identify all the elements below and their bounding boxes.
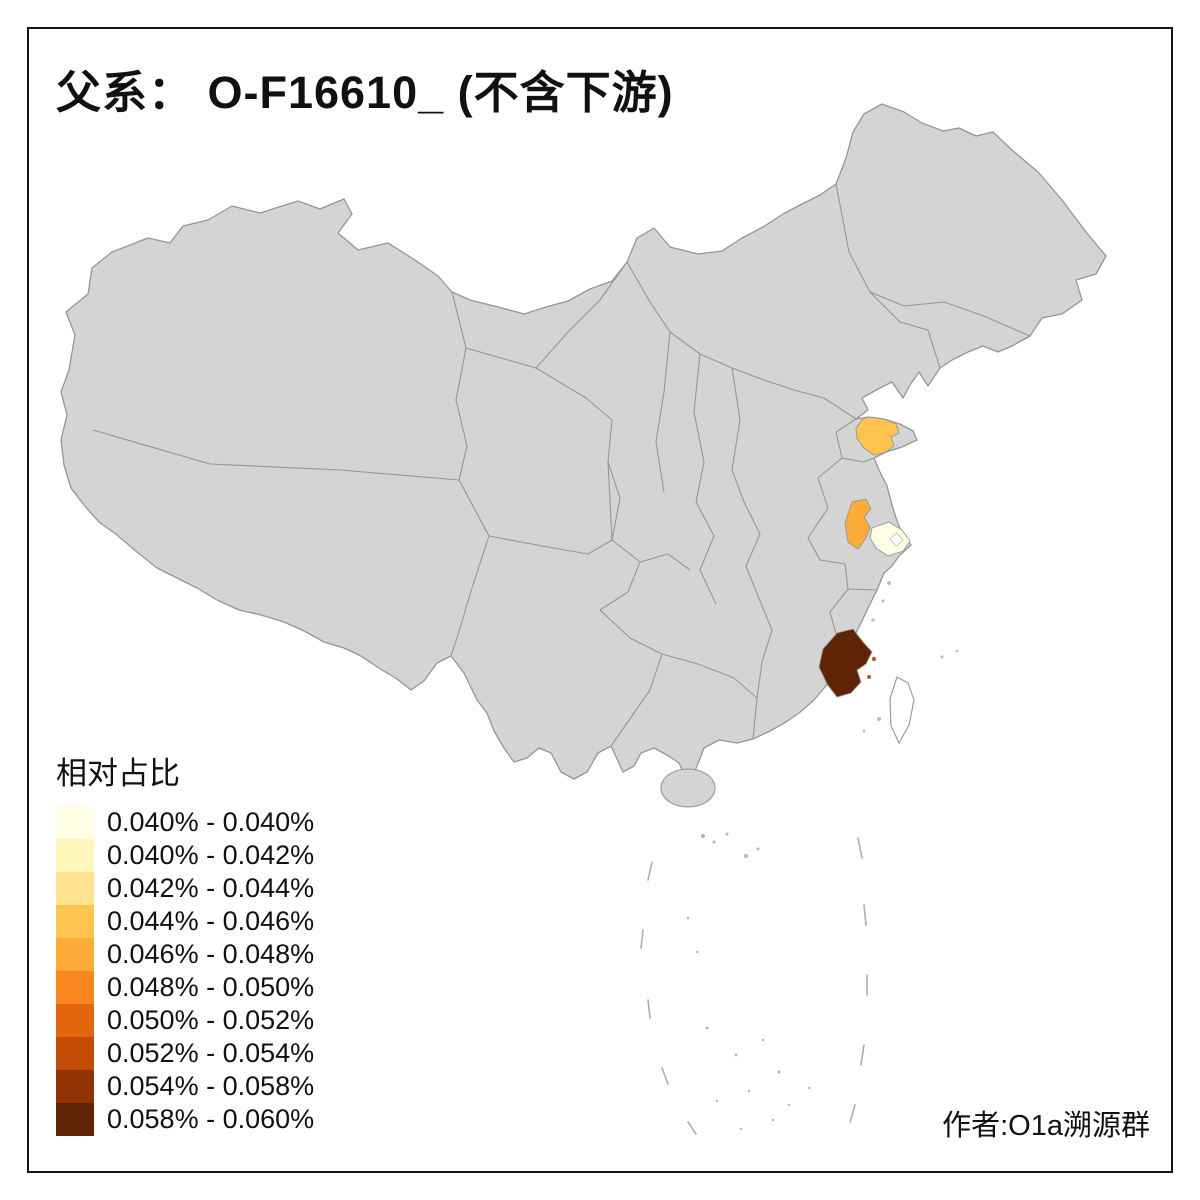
taihu-lake-notch — [889, 532, 904, 547]
legend-label: 0.058% - 0.060% — [107, 1104, 315, 1134]
figure-title: 父系： O-F16610_ (不含下游) — [56, 67, 674, 118]
attribution: 作者:O1a溯源群 — [942, 1110, 1150, 1142]
legend-swatch — [56, 1037, 94, 1070]
legend-label: 0.040% - 0.042% — [107, 840, 315, 870]
legend-swatch — [56, 971, 94, 1004]
legend-label: 0.042% - 0.044% — [107, 873, 315, 903]
south-china-sea-islands — [686, 832, 811, 1131]
taiwan-island — [889, 676, 915, 745]
legend-label: 0.044% - 0.046% — [107, 906, 315, 936]
region-fujian — [818, 628, 873, 698]
legend-swatch — [56, 905, 94, 938]
legend-label: 0.050% - 0.052% — [107, 1005, 315, 1035]
legend-label: 0.054% - 0.058% — [107, 1071, 315, 1101]
coastal-islands — [862, 581, 959, 733]
legend-item: 0.044% - 0.046% — [56, 905, 314, 938]
legend-title: 相对占比 — [56, 756, 180, 791]
legend-label: 0.052% - 0.054% — [107, 1038, 315, 1068]
legend-item: 0.050% - 0.052% — [56, 1004, 314, 1037]
province-borders — [92, 183, 1031, 747]
hainan-island — [660, 768, 716, 808]
legend-swatch — [56, 1103, 94, 1136]
fujian-coastal-islet — [871, 656, 877, 662]
legend-label: 0.040% - 0.040% — [107, 807, 315, 837]
legend-item: 0.054% - 0.058% — [56, 1070, 314, 1103]
legend-item: 0.042% - 0.044% — [56, 872, 314, 905]
legend-item: 0.048% - 0.050% — [56, 971, 314, 1004]
legend: 相对占比 0.040% - 0.040% 0.040% - 0.042% 0.0… — [56, 748, 314, 1136]
sea-boundary-dashes — [640, 837, 868, 1135]
legend-item: 0.040% - 0.040% — [56, 806, 314, 839]
legend-swatch — [56, 1004, 94, 1037]
legend-swatch — [56, 938, 94, 971]
legend-item: 0.046% - 0.048% — [56, 938, 314, 971]
fujian-coastal-islet — [867, 675, 871, 679]
china-mainland — [60, 103, 1107, 780]
legend-item: 0.040% - 0.042% — [56, 839, 314, 872]
legend-label: 0.048% - 0.050% — [107, 972, 315, 1002]
legend-item: 0.058% - 0.060% — [56, 1103, 314, 1136]
legend-swatch — [56, 806, 94, 839]
legend-item: 0.052% - 0.054% — [56, 1037, 314, 1070]
legend-swatch — [56, 839, 94, 872]
legend-label: 0.046% - 0.048% — [107, 939, 315, 969]
legend-swatch — [56, 1070, 94, 1103]
legend-swatch — [56, 872, 94, 905]
region-shandong — [855, 416, 900, 456]
region-anhui — [844, 498, 872, 550]
